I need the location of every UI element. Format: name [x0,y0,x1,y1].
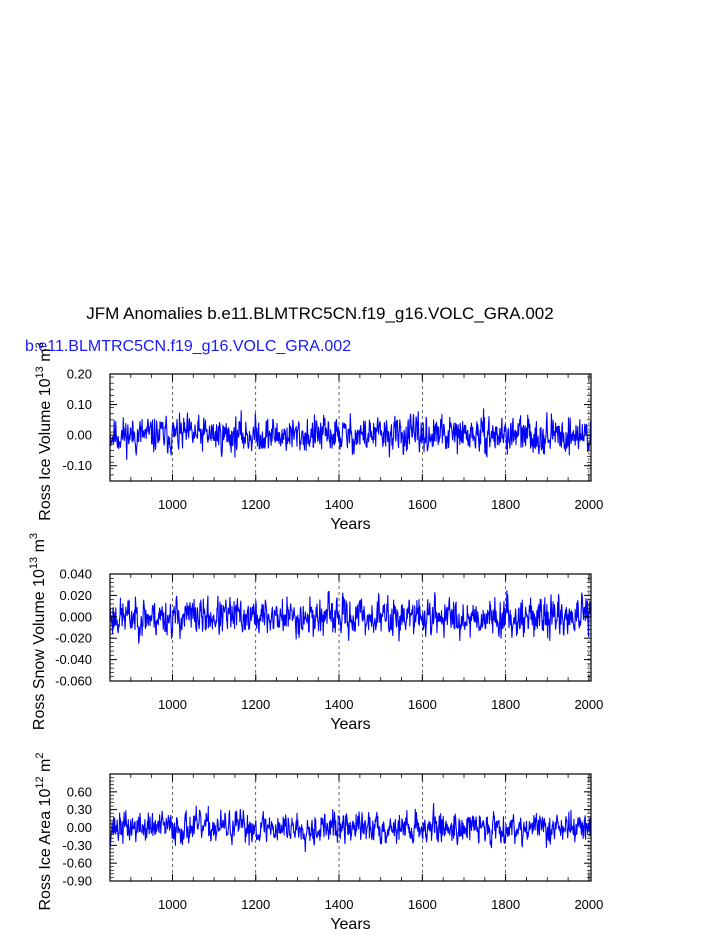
y-tick-label: -0.30 [62,838,92,853]
x-axis-label: Years [330,916,370,933]
chart-panel-3: 1000 1200 1400 1600 1800 2000 -0.90 -0.60 -0.30 0… [34,753,603,934]
x-tick-label: 1600 [408,697,437,712]
y-tick-label: 0.20 [67,367,92,382]
x-axis-label: Years [330,716,370,733]
y-tick-label: -0.10 [62,458,92,473]
y-tick-label: 0.040 [59,567,92,582]
y-tick-label: 0.00 [67,428,92,443]
x-tick-label: 2000 [574,897,603,912]
y-axis-label: Ross Snow Volume 1013 m3 [28,533,48,730]
x-tick-label: 1800 [491,897,520,912]
y-tick-label: 0.60 [67,784,92,799]
x-tick-label: 1800 [491,497,520,512]
y-axis-label: Ross Ice Volume 1013 m3 [34,342,54,520]
x-tick-label: 1400 [325,497,354,512]
y-tick-label: 0.000 [59,609,92,624]
case-subtitle: b.e11.BLMTRC5CN.f19_g16.VOLC_GRA.002 [25,338,352,355]
x-tick-label: 1200 [241,897,270,912]
x-axis-label: Years [330,516,370,533]
x-tick-label: 1200 [241,697,270,712]
plot-frame [109,373,592,482]
x-tick-label: 1800 [491,697,520,712]
series-line [109,589,592,644]
y-tick-label: -0.060 [55,674,92,689]
x-tick-label: 1600 [408,897,437,912]
y-tick-label: -0.90 [62,874,92,889]
x-tick-label: 2000 [574,697,603,712]
series-line [109,802,592,853]
x-tick-label: 1600 [408,497,437,512]
x-tick-label: 1000 [158,697,187,712]
x-tick-label: 1200 [241,497,270,512]
y-tick-label: -0.040 [55,652,92,667]
y-tick-label: 0.30 [67,802,92,817]
x-tick-label: 1400 [325,897,354,912]
y-tick-label: 0.10 [67,397,92,412]
x-tick-label: 1400 [325,697,354,712]
y-tick-label: -0.60 [62,856,92,871]
series-line [109,408,592,460]
figure-title: JFM Anomalies b.e11.BLMTRC5CN.f19_g16.VO… [86,304,554,323]
plot-frame [109,573,592,682]
y-axis-label: Ross Ice Area 1012 m2 [34,753,54,911]
chart-panel-1: 1000 1200 1400 1600 1800 2000 -0.10 0.00 0.10 0.2… [34,342,603,533]
x-tick-label: 1000 [158,897,187,912]
y-tick-label: 0.00 [67,820,92,835]
y-tick-label: -0.020 [55,631,92,646]
chart-panel-2: 1000 1200 1400 1600 1800 2000 -0.060 -0.040 -0.0… [28,533,603,733]
y-tick-label: 0.020 [59,588,92,603]
x-tick-label: 1000 [158,497,187,512]
x-tick-label: 2000 [574,497,603,512]
